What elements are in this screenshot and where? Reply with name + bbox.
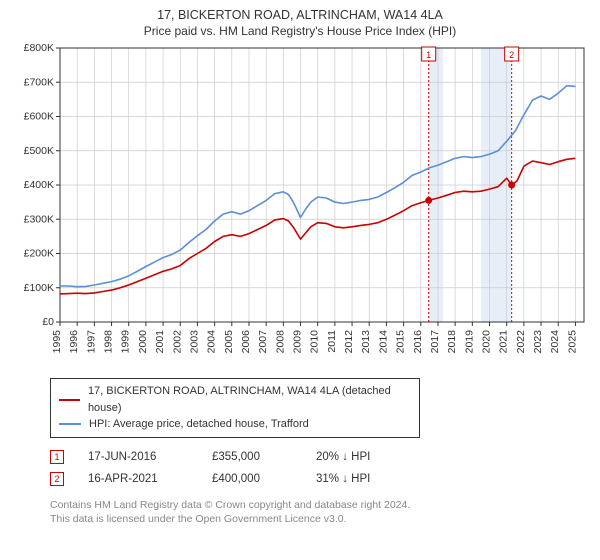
svg-text:2016: 2016 bbox=[412, 330, 424, 354]
svg-text:2017: 2017 bbox=[429, 330, 441, 354]
svg-text:2024: 2024 bbox=[549, 330, 561, 354]
svg-text:£800K: £800K bbox=[24, 44, 54, 54]
svg-text:2014: 2014 bbox=[377, 330, 389, 354]
svg-text:£400K: £400K bbox=[24, 179, 54, 191]
footer-licence: This data is licensed under the Open Gov… bbox=[50, 512, 588, 526]
legend-label: HPI: Average price, detached house, Traf… bbox=[89, 416, 309, 433]
legend-label: 17, BICKERTON ROAD, ALTRINCHAM, WA14 4LA… bbox=[88, 383, 411, 416]
svg-text:2009: 2009 bbox=[292, 330, 304, 354]
svg-text:2005: 2005 bbox=[223, 330, 235, 354]
sale-pct: 31% ↓ HPI bbox=[316, 473, 416, 485]
sale-date: 17-JUN-2016 bbox=[88, 451, 188, 463]
svg-text:1997: 1997 bbox=[85, 330, 97, 354]
footer-copyright: Contains HM Land Registry data © Crown c… bbox=[50, 498, 588, 512]
legend-swatch bbox=[59, 399, 80, 401]
svg-text:£700K: £700K bbox=[24, 76, 54, 88]
svg-text:£200K: £200K bbox=[24, 248, 54, 260]
sale-marker: 2 bbox=[50, 472, 64, 486]
svg-text:2010: 2010 bbox=[309, 330, 321, 354]
price-chart: £0 £100K £200K £300K £400K £500K £600K £700K £80… bbox=[12, 44, 588, 372]
svg-text:2015: 2015 bbox=[395, 330, 407, 354]
svg-text:2007: 2007 bbox=[257, 330, 269, 354]
svg-text:2006: 2006 bbox=[240, 330, 252, 354]
sale-date: 16-APR-2021 bbox=[88, 473, 188, 485]
chart-title: 17, BICKERTON ROAD, ALTRINCHAM, WA14 4LA bbox=[12, 8, 588, 22]
legend: 17, BICKERTON ROAD, ALTRINCHAM, WA14 4LA… bbox=[50, 378, 420, 438]
svg-text:2019: 2019 bbox=[463, 330, 475, 354]
sale-marker: 1 bbox=[50, 450, 64, 464]
legend-swatch bbox=[59, 423, 81, 425]
svg-text:2011: 2011 bbox=[326, 330, 338, 353]
svg-text:2: 2 bbox=[509, 50, 514, 60]
sale-price: £355,000 bbox=[212, 451, 292, 463]
svg-text:2001: 2001 bbox=[154, 330, 166, 354]
svg-text:2018: 2018 bbox=[446, 330, 458, 354]
sale-row: 2 16-APR-2021 £400,000 31% ↓ HPI bbox=[50, 468, 588, 490]
svg-text:1995: 1995 bbox=[51, 330, 63, 354]
svg-text:1996: 1996 bbox=[68, 330, 80, 354]
legend-item: 17, BICKERTON ROAD, ALTRINCHAM, WA14 4LA… bbox=[59, 383, 411, 416]
svg-text:2021: 2021 bbox=[498, 330, 510, 354]
footer: Contains HM Land Registry data © Crown c… bbox=[50, 498, 588, 526]
svg-text:£300K: £300K bbox=[24, 213, 54, 225]
svg-text:2025: 2025 bbox=[566, 330, 578, 354]
svg-text:2004: 2004 bbox=[206, 330, 218, 354]
svg-text:2012: 2012 bbox=[343, 330, 355, 354]
svg-text:2013: 2013 bbox=[360, 330, 372, 354]
chart-svg: £0 £100K £200K £300K £400K £500K £600K £700K £80… bbox=[12, 44, 588, 372]
svg-text:1: 1 bbox=[426, 50, 431, 60]
svg-text:2000: 2000 bbox=[137, 330, 149, 354]
sale-price: £400,000 bbox=[212, 473, 292, 485]
svg-text:£600K: £600K bbox=[24, 111, 54, 123]
svg-text:£100K: £100K bbox=[24, 282, 54, 294]
svg-text:1998: 1998 bbox=[103, 330, 115, 354]
legend-item: HPI: Average price, detached house, Traf… bbox=[59, 416, 411, 433]
svg-text:1999: 1999 bbox=[120, 330, 132, 354]
svg-text:2022: 2022 bbox=[515, 330, 527, 354]
sales-table: 1 17-JUN-2016 £355,000 20% ↓ HPI 2 16-APR-202… bbox=[50, 446, 588, 490]
sale-pct: 20% ↓ HPI bbox=[316, 451, 416, 463]
sale-row: 1 17-JUN-2016 £355,000 20% ↓ HPI bbox=[50, 446, 588, 468]
chart-subtitle: Price paid vs. HM Land Registry's House … bbox=[12, 24, 588, 38]
svg-text:2003: 2003 bbox=[188, 330, 200, 354]
svg-text:2023: 2023 bbox=[532, 330, 544, 354]
svg-text:£500K: £500K bbox=[24, 145, 54, 157]
svg-text:2002: 2002 bbox=[171, 330, 183, 354]
svg-text:2020: 2020 bbox=[481, 330, 493, 354]
svg-text:£0: £0 bbox=[42, 316, 54, 328]
svg-text:2008: 2008 bbox=[274, 330, 286, 354]
